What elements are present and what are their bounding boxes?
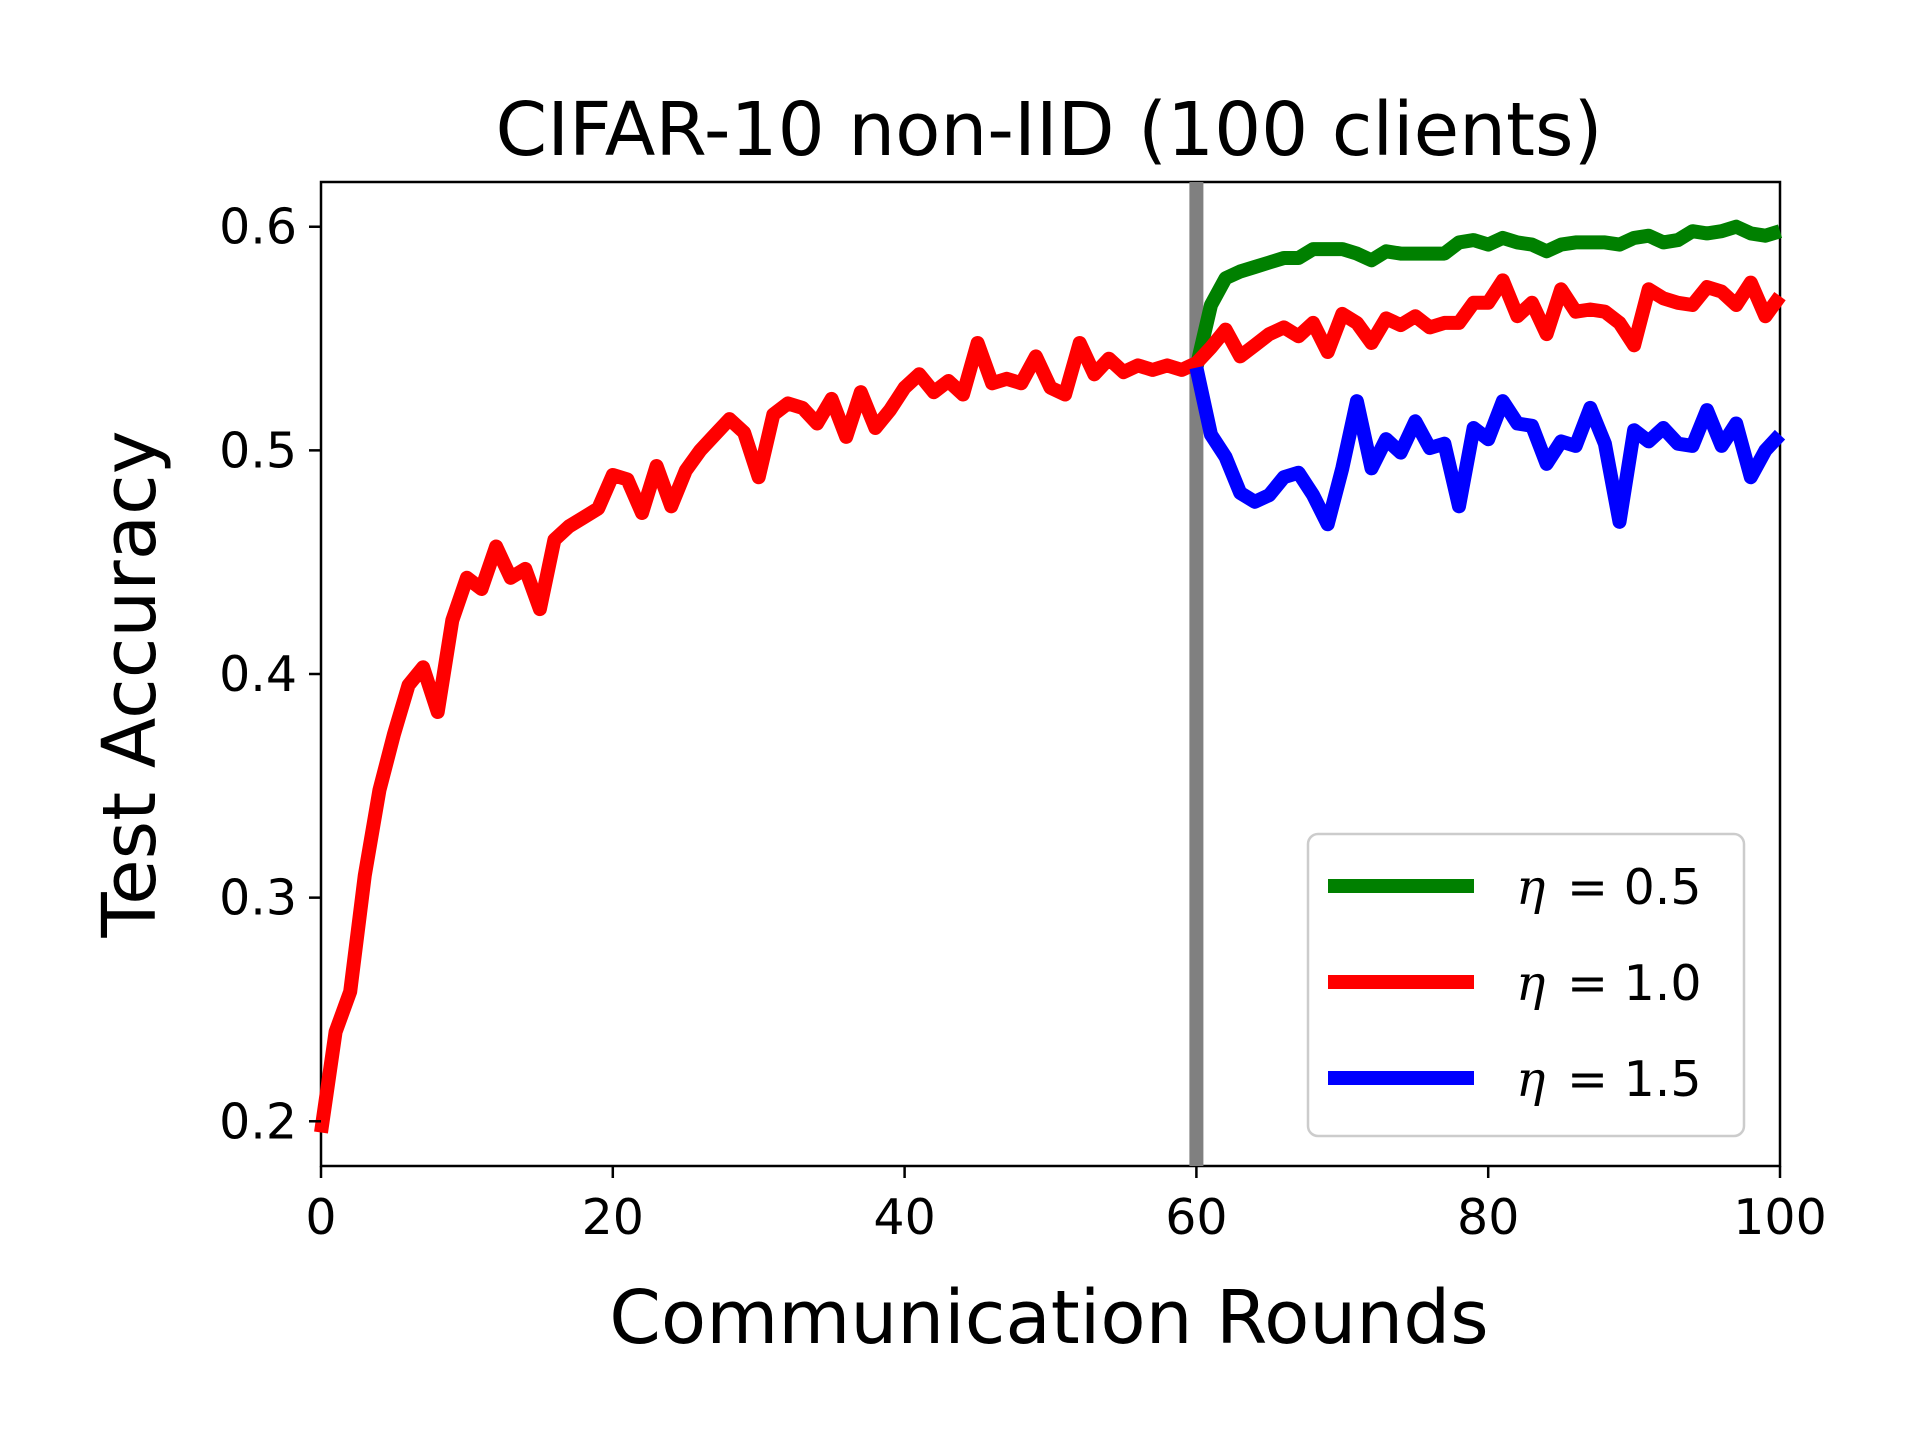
y-tick-label: 0.5 — [219, 422, 297, 479]
x-tick-label: 0 — [305, 1189, 336, 1246]
y-tick-label: 0.4 — [219, 646, 297, 703]
series-layer — [314, 219, 1786, 1134]
series-line-1 — [314, 273, 1786, 1134]
y-tick-label: 0.6 — [219, 199, 297, 256]
legend-symbol: η — [1516, 955, 1545, 1012]
y-tick-label: 0.3 — [219, 870, 297, 927]
legend-entry-eta-1-0: η = 1.0 — [1328, 955, 1702, 1012]
legend-value: = 1.5 — [1567, 1051, 1702, 1108]
x-tick-label: 40 — [873, 1189, 935, 1246]
x-tick-label: 100 — [1733, 1189, 1827, 1246]
legend-frame — [1306, 832, 1746, 1138]
legend-entry-eta-1-5: η = 1.5 — [1328, 1051, 1702, 1108]
series-line-2 — [1189, 366, 1786, 532]
y-axis-ticks: 0.2 0.3 0.4 0.5 0.6 — [219, 199, 321, 1150]
x-axis-label: Communication Rounds — [609, 1275, 1488, 1361]
legend-symbol: η — [1516, 859, 1545, 916]
y-axis-label: Test Accuracy — [87, 430, 173, 938]
x-axis-ticks: 0 20 40 60 80 100 — [305, 1166, 1827, 1246]
legend-label: η = 1.0 — [1516, 955, 1702, 1012]
legend-value: = 0.5 — [1567, 859, 1702, 916]
y-tick-label: 0.2 — [219, 1093, 297, 1150]
legend: η = 0.5 η = 1.0 η = 1.5 — [1306, 832, 1746, 1138]
plot-area: 0 20 40 60 80 100 0.2 0.3 0.4 0.5 0.6 — [219, 180, 1827, 1246]
series-line-0 — [1189, 219, 1783, 370]
x-tick-label: 60 — [1165, 1189, 1227, 1246]
legend-entry-eta-0-5: η = 0.5 — [1328, 859, 1702, 916]
legend-symbol: η — [1516, 1051, 1545, 1108]
legend-label: η = 0.5 — [1516, 859, 1702, 916]
legend-value: = 1.0 — [1567, 955, 1702, 1012]
chart-title: CIFAR-10 non-IID (100 clients) — [496, 87, 1603, 173]
legend-label: η = 1.5 — [1516, 1051, 1702, 1108]
x-tick-label: 20 — [582, 1189, 644, 1246]
x-tick-label: 80 — [1457, 1189, 1519, 1246]
